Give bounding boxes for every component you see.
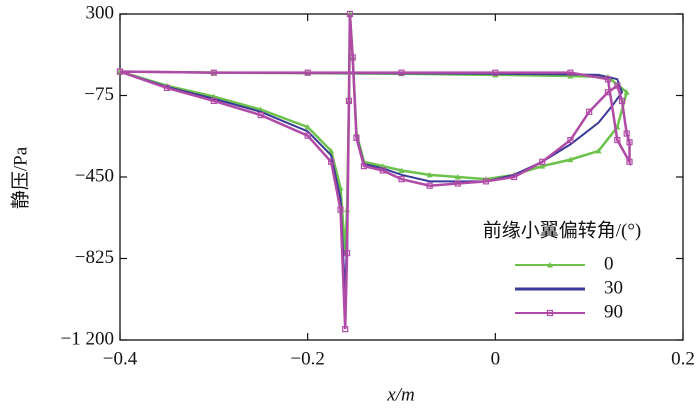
marker [337,206,344,213]
x-axis-label: x/m [386,384,414,405]
marker [614,82,621,89]
marker [604,76,612,83]
marker [482,178,490,185]
marker [304,124,311,130]
marker [360,163,368,170]
x-tick-label: −0.4 [103,348,138,369]
marker [626,139,633,146]
x-tick-label: 0 [491,348,501,369]
marker [454,174,461,180]
marker [567,156,574,163]
y-tick-label: −825 [75,247,114,268]
marker [614,136,621,144]
marker [328,158,335,165]
marker [623,89,630,95]
legend-label: 90 [604,301,623,322]
marker [328,147,335,154]
marker [454,180,461,187]
marker [539,163,546,169]
y-tick-label: 300 [86,2,115,23]
x-tick-label: 0.2 [671,348,695,369]
marker [398,176,405,183]
y-tick-label: −450 [75,165,114,186]
series-line [119,13,631,330]
marker [623,130,630,137]
marker [492,69,499,76]
marker [210,69,217,76]
marker [567,136,574,144]
legend-marker [546,309,554,317]
marker [345,97,353,105]
marker [539,158,546,165]
marker [511,173,518,181]
series-line [119,13,624,297]
marker [116,68,124,75]
legend-label: 30 [604,277,623,298]
y-tick-label: −1 200 [61,328,114,349]
marker [163,84,171,91]
marker [426,182,433,189]
legend-title: 前缘小翼偏转角/(°) [483,219,642,241]
marker [586,108,593,115]
marker [257,111,264,119]
marker [304,69,311,76]
marker [349,54,356,61]
marker [210,97,217,105]
marker [595,147,602,154]
marker [626,158,633,165]
marker [379,167,386,174]
marker [426,171,433,178]
marker [398,167,405,173]
marker [618,97,626,105]
marker [343,249,351,257]
marker [398,69,405,76]
legend-marker [547,262,553,268]
marker [346,11,353,17]
marker [604,89,612,96]
marker [342,326,349,333]
plot-frame [119,13,684,341]
marker [353,134,360,141]
x-tick-label: −0.2 [290,348,324,369]
y-axis-label: 静压/Pa [9,146,31,209]
marker [346,10,353,18]
series-line [119,13,629,254]
marker [567,69,574,76]
y-tick-label: −75 [84,84,114,105]
legend-label: 0 [604,253,614,274]
marker [304,132,311,139]
